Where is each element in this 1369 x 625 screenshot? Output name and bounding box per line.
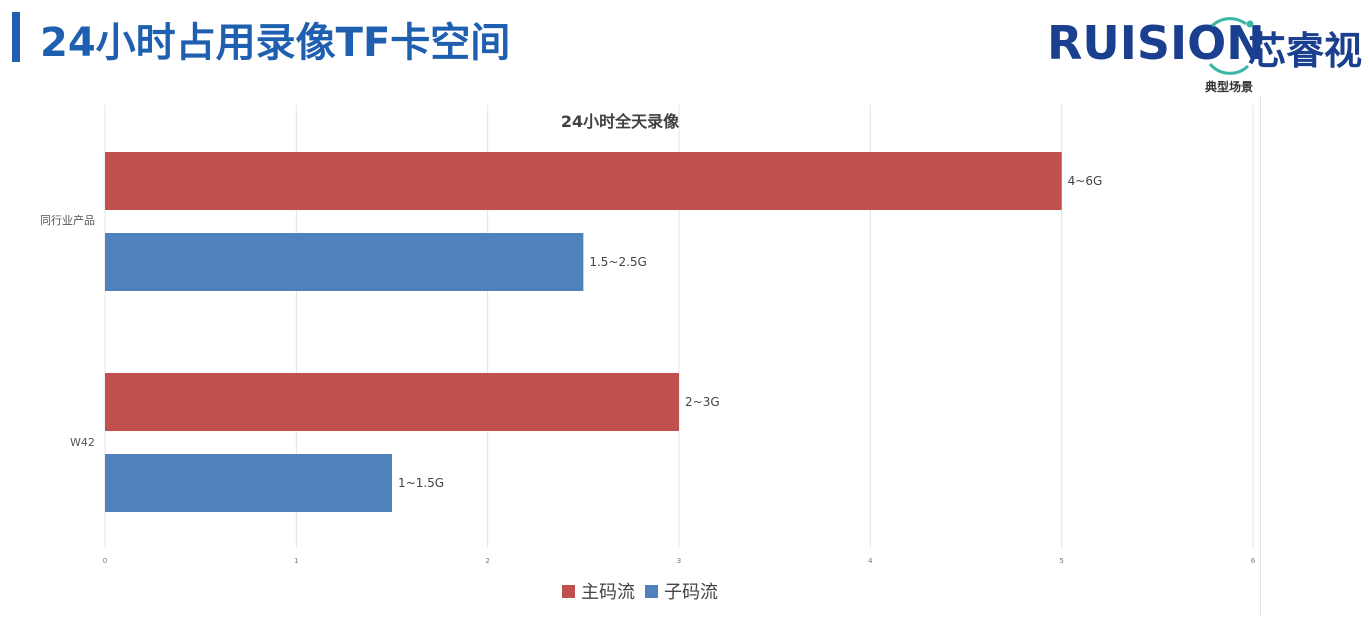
x-tick-label: 2 (485, 557, 489, 565)
bar-value-label: 2~3G (685, 395, 720, 409)
bar (105, 152, 1062, 210)
legend-label-main: 主码流 (581, 582, 635, 603)
x-tick-labels: 0 1 2 3 4 5 6 (103, 557, 1256, 565)
x-tick-label: 1 (294, 557, 298, 565)
legend: 主码流 子码流 (562, 578, 722, 604)
x-tick-label: 4 (868, 557, 873, 565)
bar (105, 373, 679, 431)
bar (105, 233, 584, 291)
legend-swatch-main (562, 584, 575, 598)
bar-value-label: 1~1.5G (398, 476, 444, 490)
bars (105, 152, 1062, 512)
chart-title: 24小时全天录像 (561, 112, 680, 131)
legend-swatch-sub (645, 584, 658, 598)
page-title: 24小时占用录像TF卡空间 (40, 20, 511, 66)
logo-cjk-text: 芯睿视 (1248, 29, 1363, 73)
bar (105, 454, 392, 512)
category-label: W42 (70, 436, 95, 449)
data-labels: 4~6G 1.5~2.5G 2~3G 1~1.5G (398, 174, 1102, 490)
bar-value-label: 1.5~2.5G (589, 255, 647, 269)
right-divider (1260, 95, 1261, 615)
category-label: 同行业产品 (40, 213, 95, 227)
logo-subtitle: 典型场景 (1205, 80, 1254, 94)
legend-item-sub: 子码流 (645, 578, 718, 604)
x-tick-label: 6 (1251, 557, 1256, 565)
title-accent-bar (12, 12, 20, 62)
x-tick-label: 3 (677, 557, 681, 565)
brand-logo: RUISION 芯睿视 (1045, 4, 1365, 94)
x-tick-label: 5 (1059, 557, 1063, 565)
x-tick-label: 0 (103, 557, 107, 565)
legend-item-main: 主码流 (562, 578, 635, 604)
legend-label-sub: 子码流 (664, 582, 718, 603)
bar-value-label: 4~6G (1068, 174, 1103, 188)
category-labels: 同行业产品 W42 (40, 213, 95, 449)
